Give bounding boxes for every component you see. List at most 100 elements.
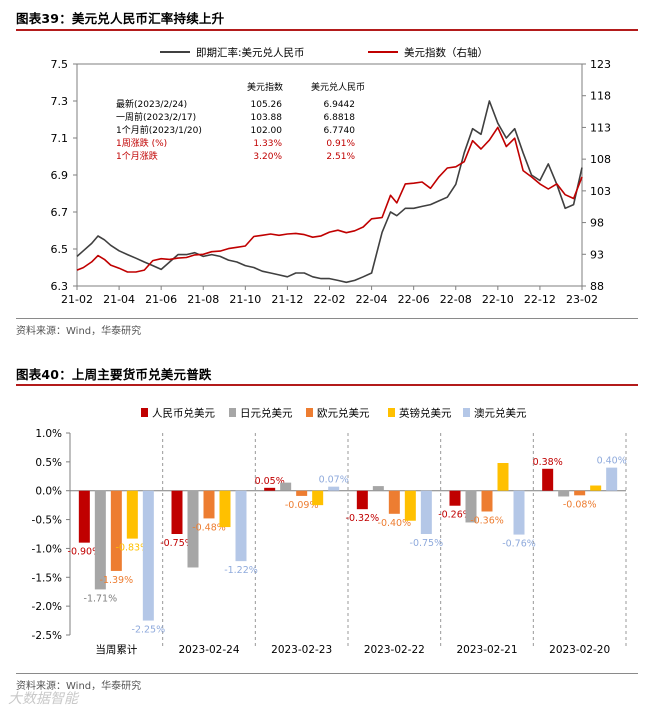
data-label: -0.40% [378,518,412,529]
watermark-logo: 大数据智能 [8,691,78,707]
bar [219,490,231,528]
annotation-row-label: 最新(2023/2/24) [116,98,187,110]
y-tick-label: 0.0% [35,486,62,498]
x-tick-label: 21-04 [103,293,135,306]
series-line-dollar-index [76,126,583,273]
annotation-header-dollar-index: 美元指数 [247,81,283,93]
chart2-title: 图表40：上周主要货币兑美元普跌 [16,367,212,382]
x-category-label: 2023-02-23 [271,644,332,656]
y-left-tick-label: 6.7 [51,206,69,219]
annotation-header-usdcny: 美元兑人民币 [311,81,365,93]
currency-bar-chart: 人民币兑美元 日元兑美元 欧元兑美元 英镑兑美元 澳元兑美元 1.0% 0.5% 0.0% -0… [32,407,627,657]
annotation-row-value-dxy: 102.00 [251,126,283,136]
bar [542,468,554,491]
y-tick-label: -2.5% [32,630,62,642]
bar [497,463,509,491]
y-right-tick-label: 108 [590,153,611,166]
data-label: -0.36% [470,515,504,526]
chart1-title-rule [16,29,638,31]
y-right-tick-label: 123 [590,58,611,71]
bar [126,490,138,539]
bar [264,487,276,491]
annotation-row-value-cny: 0.91% [326,139,355,149]
x-category-label: 2023-02-21 [456,644,517,656]
y-left-tick-label: 6.3 [51,280,69,293]
data-label: -1.39% [100,575,134,586]
data-label: -0.76% [502,539,536,550]
x-tick-label: 22-04 [356,293,388,306]
x-tick-label: 22-10 [482,293,514,306]
bar [94,490,106,590]
y-tick-label: 1.0% [35,428,62,440]
plot-frame [76,63,583,287]
y-left-tick-label: 6.9 [51,169,69,182]
chart1-title: 图表39：美元兑人民币汇率持续上升 [16,11,225,26]
y-tick-label: -2.0% [32,601,62,613]
legend-label: 人民币兑美元 [152,407,215,420]
data-label: 0.40% [597,456,627,467]
bar [110,490,122,571]
data-label: -0.26% [438,510,472,521]
annotation-row-label: 1周涨跌 (%) [116,138,167,149]
bar [296,490,308,496]
bar [388,490,400,514]
y-right-tick-label: 93 [590,248,604,261]
annotation-row-value-dxy: 103.88 [251,113,283,123]
annotation-row-value-dxy: 1.33% [253,139,282,149]
legend-label: 欧元兑美元 [317,407,370,420]
data-label: -0.83% [116,543,150,554]
data-label: -0.90% [68,547,102,558]
y-left-tick-label: 7.1 [51,132,69,145]
bar [481,490,493,512]
y-tick-label: -1.0% [32,543,62,555]
x-tick-label: 22-08 [440,293,472,306]
data-label: 0.07% [319,475,349,486]
bar [420,490,432,534]
data-label: -0.32% [346,513,380,524]
bar [404,490,416,521]
x-tick-label: 21-06 [145,293,177,306]
x-tick-label: 22-02 [314,293,346,306]
annotation-row-value-dxy: 3.20% [253,152,282,162]
data-label: 0.38% [533,457,563,468]
legend-swatch [306,408,313,417]
bar [449,490,461,506]
y-left-tick-label: 7.5 [51,58,69,71]
chart1-source: 资料来源：Wind，华泰研究 [16,326,142,337]
x-tick-label: 22-12 [524,293,556,306]
annotation-row-label: 一周前(2023/2/17) [116,111,196,123]
bar [171,490,183,534]
x-tick-label: 21-10 [229,293,261,306]
data-label: -0.48% [192,522,226,533]
x-tick-label: 22-06 [398,293,430,306]
legend-swatch [229,408,236,417]
legend-label: 美元指数（右轴） [404,46,488,59]
y-right-tick-label: 118 [590,90,611,103]
annotation-row-value-cny: 2.51% [326,152,355,162]
data-label: -0.09% [285,500,319,511]
bar [187,490,199,568]
y-right-tick-label: 88 [590,280,604,293]
bar [328,486,340,491]
y-right-tick-label: 98 [590,217,604,230]
chart2-title-rule [16,384,638,386]
bar [312,490,324,506]
chart2-bottom-rule [16,673,638,674]
y-right-tick-label: 113 [590,121,611,134]
x-category-label: 2023-02-24 [178,644,239,656]
bar [574,490,586,496]
data-label: 0.05% [255,476,285,487]
data-label: -2.25% [132,625,166,636]
data-label: -1.22% [224,565,258,576]
chart2-source: 资料来源：Wind，华泰研究 [16,681,142,692]
x-tick-label: 21-02 [61,293,93,306]
x-category-label: 当周累计 [95,643,137,656]
legend-swatch [463,408,470,417]
y-tick-label: 0.5% [35,457,62,469]
exchange-rate-chart: 7.5 7.3 7.1 6.9 6.7 6.5 6.3 123 118 113 108 103 98 93… [51,46,612,306]
bar [513,490,525,535]
y-tick-label: -0.5% [32,515,62,527]
annotation-row-label: 1个月前(2023/1/20) [116,124,202,136]
bar [203,490,215,519]
legend-label: 澳元兑美元 [474,407,527,420]
